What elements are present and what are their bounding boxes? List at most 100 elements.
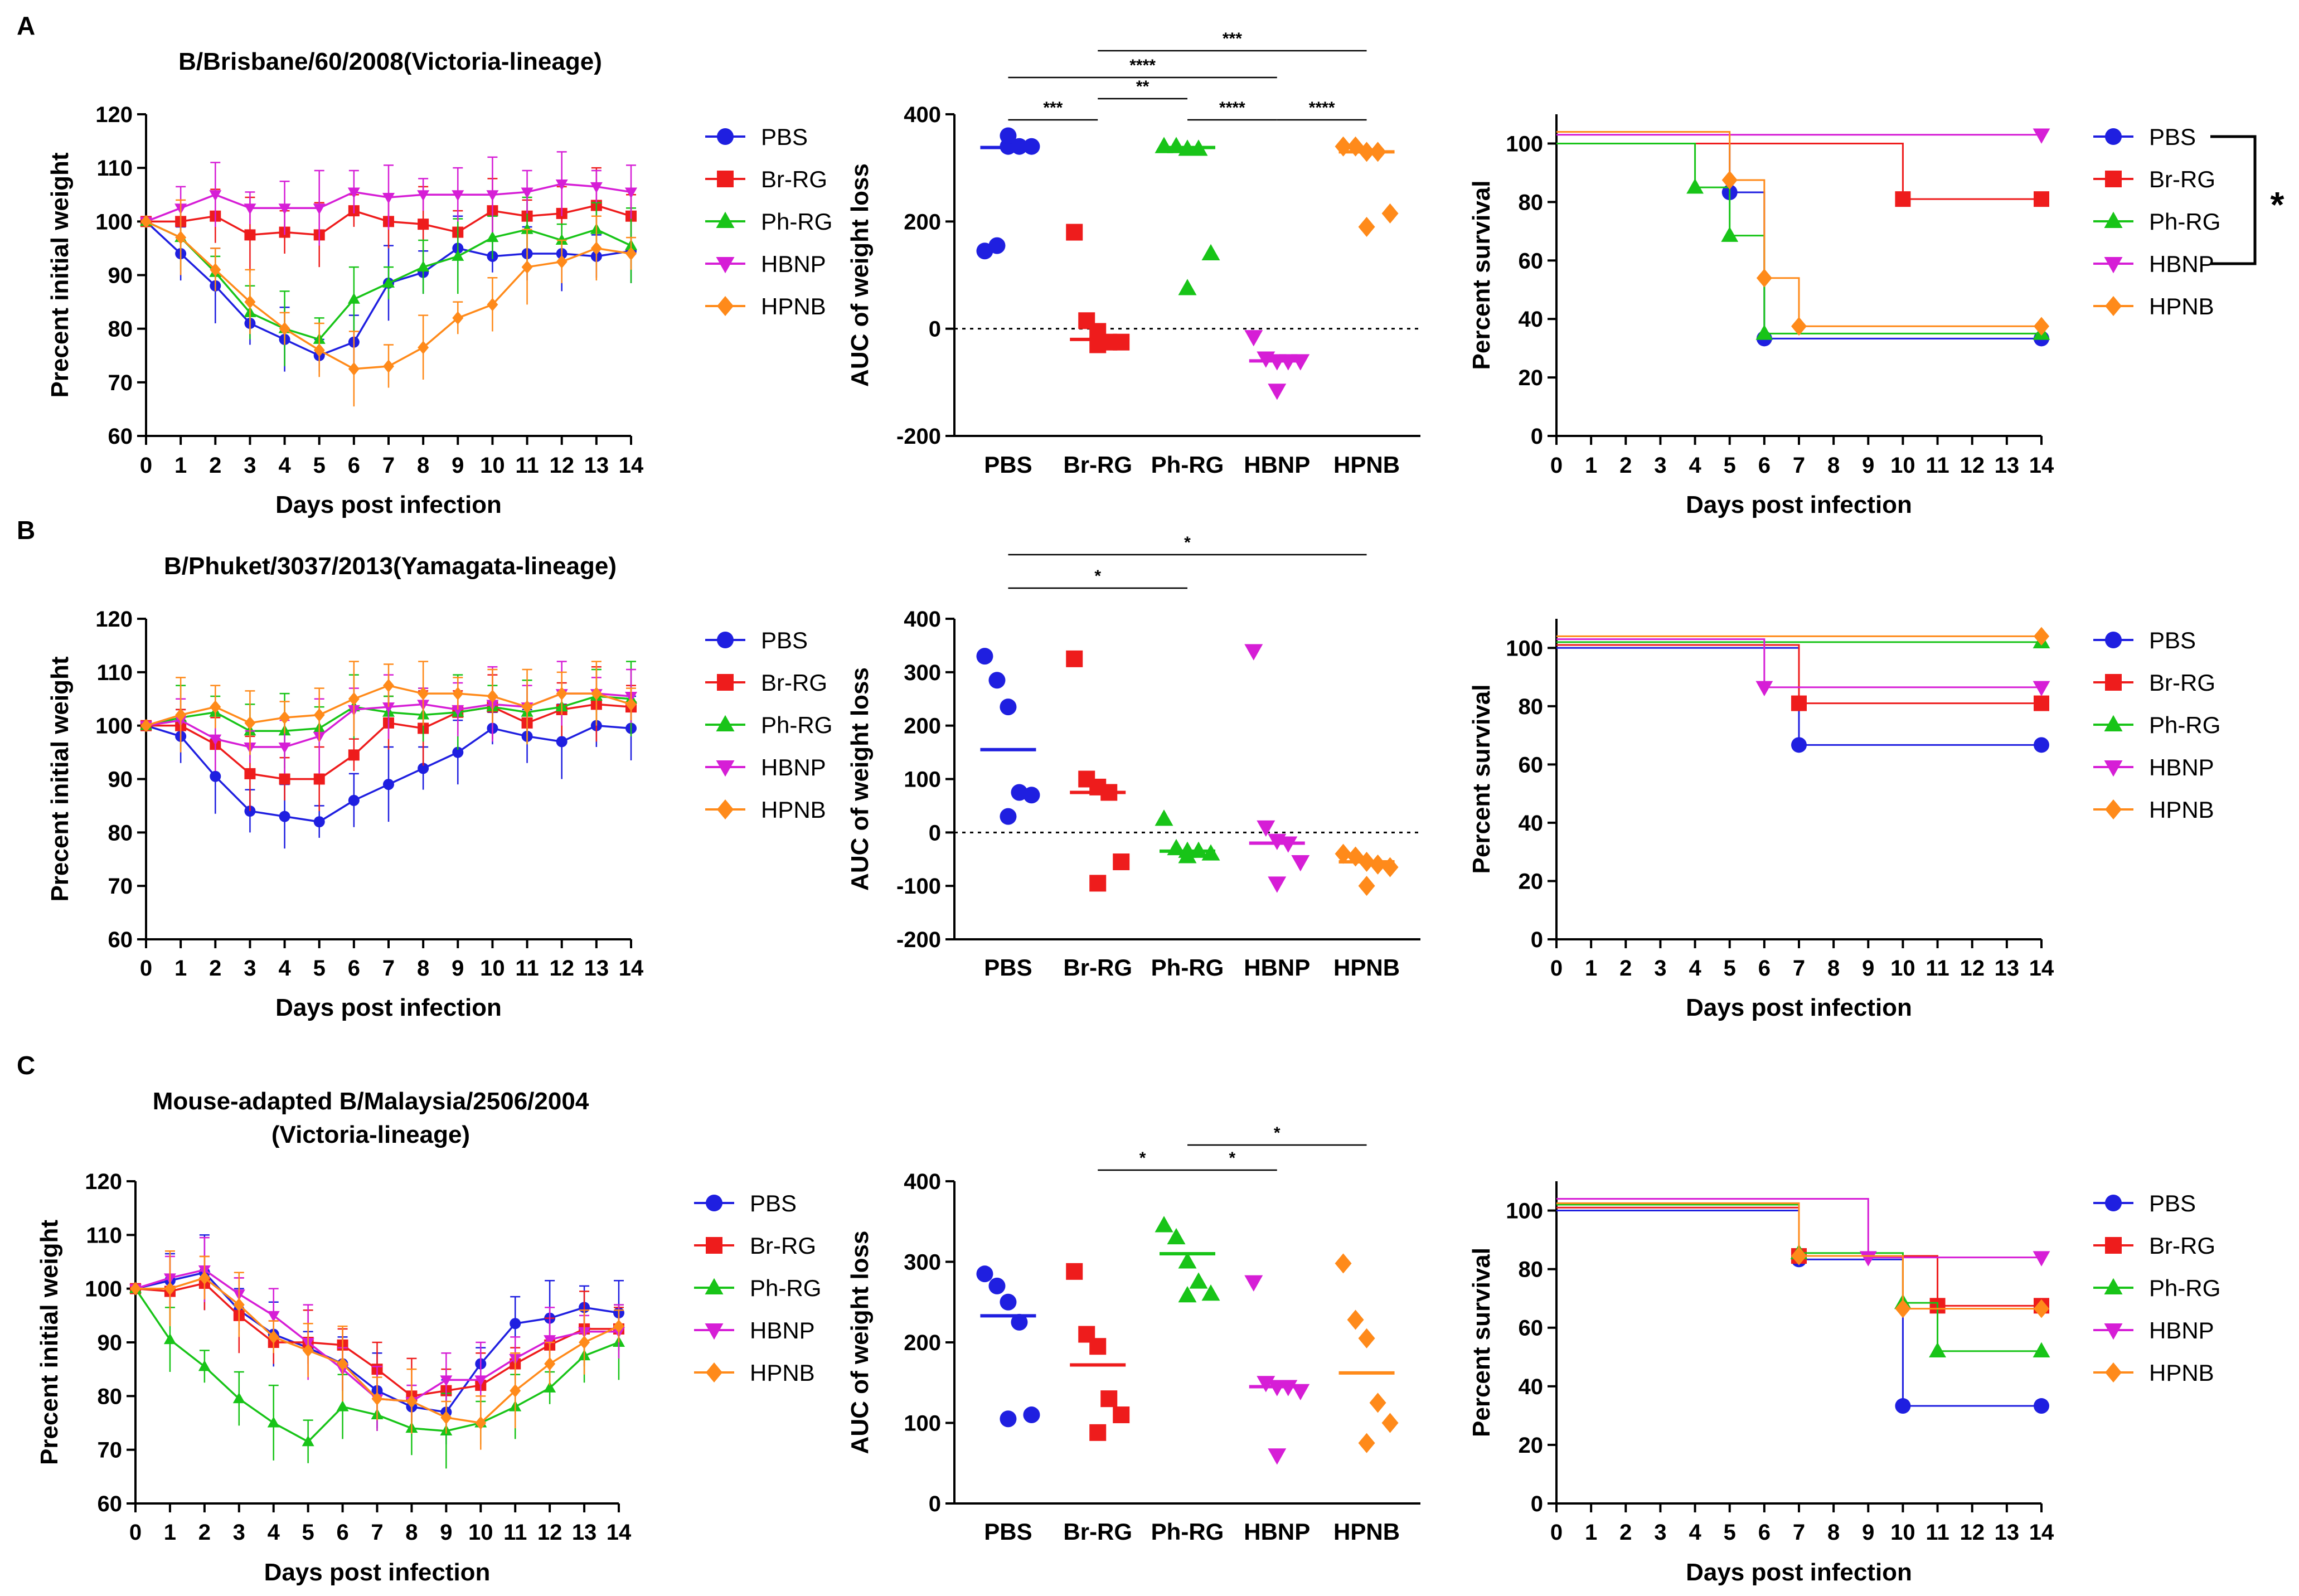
- data-point: [555, 180, 568, 191]
- significance-label: *: [1184, 533, 1191, 552]
- data-point: [382, 193, 395, 204]
- legend-label: HBNP: [761, 754, 826, 780]
- survival-step-line: [1556, 638, 2041, 688]
- data-point: [1201, 1284, 1220, 1301]
- data-point: [625, 187, 637, 198]
- x-tick-label: 6: [1758, 453, 1771, 478]
- data-point: [1023, 138, 1040, 155]
- legend-marker: [706, 1237, 722, 1254]
- y-tick-label: 100: [904, 768, 941, 792]
- x-tick-label: 4: [1689, 1520, 1701, 1545]
- survival-series-hbnp: [1556, 638, 2050, 696]
- data-point: [1686, 178, 1704, 194]
- data-point: [1358, 852, 1375, 872]
- auc-group-ph-rg: Ph-RG: [1151, 1216, 1224, 1545]
- y-tick-label: 20: [1519, 1433, 1544, 1458]
- data-point: [440, 1375, 453, 1386]
- auc-chart: 0 100 200 300 400 AUC of weight loss PBS Br-RG P…: [846, 1124, 1420, 1545]
- data-point: [1113, 853, 1130, 871]
- weight-series-hpnb: [130, 1250, 624, 1450]
- x-tick-label: 4: [278, 453, 291, 478]
- x-tick-label: 0: [140, 956, 152, 981]
- x-tick-label: 3: [244, 453, 256, 478]
- legend-marker: [705, 1278, 724, 1294]
- x-tick-label: 14: [2029, 956, 2054, 981]
- data-point: [1100, 784, 1118, 801]
- legend-label: HPNB: [761, 797, 826, 823]
- x-tick-label: 3: [233, 1520, 245, 1545]
- y-tick-label: 100: [85, 1277, 122, 1302]
- data-point: [988, 1277, 1006, 1294]
- data-point: [313, 203, 326, 215]
- significance-label: *: [1139, 1149, 1146, 1167]
- y-tick-label: 60: [1519, 1316, 1544, 1341]
- y-tick-label: -200: [896, 424, 941, 449]
- data-point: [1369, 1393, 1386, 1413]
- data-point: [613, 1320, 624, 1333]
- data-point: [1189, 139, 1208, 156]
- data-point: [1178, 1285, 1197, 1303]
- x-tick-label: 11: [1925, 956, 1949, 981]
- x-tick-label: 2: [209, 956, 221, 981]
- data-point: [1268, 1448, 1287, 1465]
- data-point: [1358, 876, 1375, 896]
- y-tick-label: 80: [1519, 695, 1544, 719]
- legend-label: Br-RG: [750, 1233, 816, 1259]
- x-tick-label: HPNB: [1333, 1519, 1400, 1545]
- y-tick-label: 400: [904, 1170, 941, 1194]
- data-point: [452, 746, 464, 758]
- x-tick-label: Br-RG: [1063, 1519, 1132, 1545]
- x-tick-label: 2: [198, 1520, 211, 1545]
- auc-group-hbnp: HBNP: [1244, 644, 1310, 981]
- y-tick-label: 120: [95, 607, 133, 632]
- legend-label: PBS: [750, 1190, 797, 1216]
- data-point: [1189, 1272, 1208, 1289]
- data-point: [1929, 1342, 1946, 1357]
- auc-group-pbs: PBS: [976, 648, 1040, 981]
- data-point: [267, 1416, 280, 1428]
- legend-marker: [2105, 171, 2122, 187]
- x-tick-label: 12: [537, 1520, 562, 1545]
- x-tick-label: 7: [1793, 1520, 1805, 1545]
- data-point: [417, 190, 430, 201]
- data-point: [210, 700, 221, 714]
- y-tick-label: 90: [108, 768, 133, 792]
- legend-marker: [2104, 257, 2123, 274]
- data-point: [348, 794, 360, 806]
- data-point: [1791, 1246, 1807, 1265]
- x-tick-label: Ph-RG: [1151, 1519, 1224, 1545]
- y-tick-label: 110: [96, 156, 133, 181]
- x-tick-label: 7: [1793, 956, 1805, 981]
- survival-series-hpnb: [1556, 627, 2049, 646]
- auc-group-pbs: PBS: [976, 127, 1040, 478]
- x-tick-label: 9: [452, 453, 464, 478]
- x-tick-label: 12: [549, 453, 574, 478]
- data-point: [164, 1282, 176, 1296]
- data-point: [1335, 843, 1352, 864]
- legend-marker: [2105, 1195, 2122, 1211]
- y-tick-label: 60: [1519, 753, 1544, 777]
- data-point: [1358, 216, 1375, 237]
- legend-marker: [705, 1323, 724, 1340]
- x-tick-label: 2: [1619, 1520, 1632, 1545]
- x-tick-label: 12: [1960, 956, 1985, 981]
- legend-marker: [706, 1195, 722, 1211]
- legend-marker: [2105, 799, 2122, 819]
- x-tick-label: 8: [417, 956, 429, 981]
- data-point: [1167, 838, 1186, 856]
- x-tick-label: 1: [174, 453, 187, 478]
- data-point: [337, 1357, 348, 1371]
- x-tick-label: 7: [382, 956, 395, 981]
- data-point: [521, 260, 533, 274]
- data-point: [1089, 1424, 1107, 1441]
- x-axis-title: Days post infection: [1686, 491, 1912, 518]
- x-tick-label: 14: [2029, 1520, 2054, 1545]
- x-tick-label: 11: [503, 1520, 527, 1545]
- y-tick-label: 120: [85, 1170, 122, 1194]
- x-tick-label: 3: [244, 956, 256, 981]
- data-point: [1291, 354, 1310, 371]
- data-point: [1369, 854, 1386, 875]
- legend-marker: [706, 1362, 722, 1382]
- survival-step-line: [1556, 644, 2041, 705]
